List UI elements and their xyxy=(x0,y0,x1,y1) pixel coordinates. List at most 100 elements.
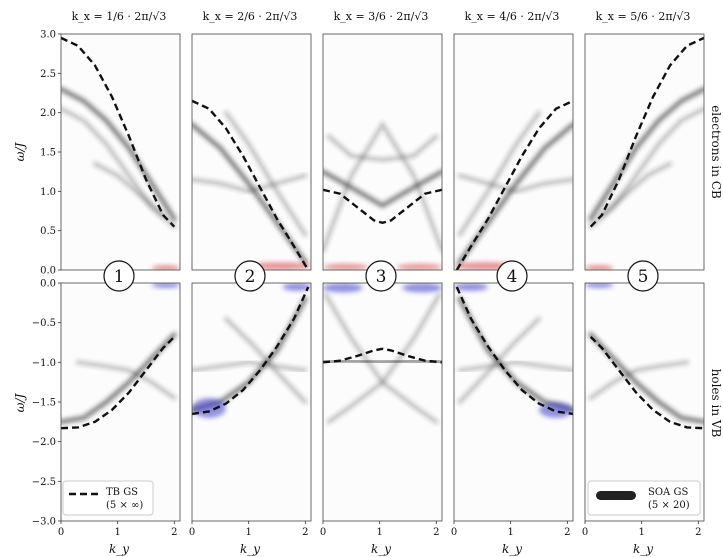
overlap-blob xyxy=(585,283,614,288)
y-axis-label-bottom: ω/J xyxy=(13,392,27,412)
column-title-3: k_x = 3/6 · 2π/√3 xyxy=(334,10,429,23)
x-tick-label: 2 xyxy=(433,527,439,538)
panel-vb-2 xyxy=(192,283,311,521)
panel-cb-1 xyxy=(61,34,180,270)
legend-soa-swatch xyxy=(596,491,636,500)
y-tick-label: 3.0 xyxy=(40,30,56,41)
spectral-band xyxy=(457,122,573,265)
spectral-band xyxy=(224,110,308,237)
y-tick-label: 0.0 xyxy=(40,266,56,277)
spectral-band xyxy=(192,173,308,194)
column-title-2: k_x = 2/6 · 2π/√3 xyxy=(203,10,298,23)
x-axis-label-3: k_y xyxy=(371,542,391,556)
overlap-blob xyxy=(192,398,226,418)
row-label-electrons: electrons in CB xyxy=(709,105,723,199)
tb-gs-line xyxy=(589,336,704,430)
svg-text:1: 1 xyxy=(114,267,125,287)
x-tick-label: 0 xyxy=(58,527,64,538)
svg-text:2: 2 xyxy=(245,267,256,287)
spectral-band xyxy=(457,360,573,373)
spectral-band xyxy=(457,316,541,404)
overlap-blob xyxy=(402,283,442,293)
tb-gs-line xyxy=(192,99,310,270)
y-tick-label: 0.5 xyxy=(40,226,56,237)
spectral-band xyxy=(588,332,704,425)
spectral-band xyxy=(326,292,442,424)
x-tick-label: 2 xyxy=(695,527,701,538)
y-tick-label: 0.0 xyxy=(40,279,56,290)
tb-gs-line xyxy=(192,286,310,416)
panel-cb-5 xyxy=(585,34,704,270)
x-tick-label: 1 xyxy=(114,527,120,538)
spectral-band xyxy=(224,316,308,404)
panel-cb-4 xyxy=(454,34,573,270)
panel-bg xyxy=(585,34,704,270)
spectral-band xyxy=(323,169,442,209)
x-axis-label-5: k_y xyxy=(633,542,653,556)
y-tick-label: 2.5 xyxy=(40,69,56,80)
y-tick-label: −1.5 xyxy=(32,398,56,409)
svg-text:5: 5 xyxy=(638,267,649,287)
overlap-blob xyxy=(323,263,369,270)
x-axis-label-1: k_y xyxy=(109,542,129,556)
legend-tb-label: TB GS xyxy=(106,487,138,498)
panel-marker-3: 3 xyxy=(365,260,397,292)
spectral-band xyxy=(192,360,308,373)
overlap-blob xyxy=(539,402,573,418)
svg-text:4: 4 xyxy=(507,267,518,287)
spectral-band xyxy=(93,161,165,217)
overlap-blob xyxy=(248,262,311,270)
column-title-5: k_x = 5/6 · 2π/√3 xyxy=(596,10,691,23)
spectral-band xyxy=(61,86,177,222)
panel-vb-3 xyxy=(323,283,442,521)
panel-cb-2 xyxy=(192,34,311,270)
y-tick-label: −0.5 xyxy=(32,318,56,329)
spectral-band xyxy=(600,161,672,217)
panel-bg xyxy=(61,34,180,270)
tb-gs-line xyxy=(455,286,573,416)
spectral-band xyxy=(323,120,442,253)
x-tick-label: 1 xyxy=(507,527,513,538)
tb-gs-line xyxy=(589,36,704,228)
y-tick-label: −2.5 xyxy=(32,477,56,488)
x-tick-label: 0 xyxy=(451,527,457,538)
tb-gs-line xyxy=(61,36,176,228)
legend-soa-sub: (5 × 20) xyxy=(648,500,690,511)
column-title-4: k_x = 4/6 · 2π/√3 xyxy=(465,10,560,23)
x-axis-label-4: k_y xyxy=(502,542,522,556)
svg-text:3: 3 xyxy=(376,267,387,287)
spectral-band xyxy=(457,110,541,237)
x-tick-label: 1 xyxy=(376,527,382,538)
overlap-blob xyxy=(396,263,442,270)
x-tick-label: 0 xyxy=(320,527,326,538)
legend-soa-label: SOA GS xyxy=(648,487,688,498)
legend-tb: TB GS (5 × ∞) xyxy=(62,480,154,516)
panel-marker-4: 4 xyxy=(496,260,528,292)
tb-gs-line xyxy=(323,188,442,225)
x-tick-label: 0 xyxy=(189,527,195,538)
legend-soa: SOA GS (5 × 20) xyxy=(587,480,701,516)
panel-marker-1: 1 xyxy=(103,260,135,292)
spectral-band xyxy=(76,360,177,400)
spectral-band xyxy=(588,360,689,400)
overlap-blob xyxy=(151,265,180,270)
x-tick-label: 2 xyxy=(302,527,308,538)
legend-tb-sub: (5 × ∞) xyxy=(106,500,143,511)
y-tick-label: 1.5 xyxy=(40,148,56,159)
overlap-blob xyxy=(454,283,488,291)
x-tick-label: 0 xyxy=(582,527,588,538)
row-label-holes: holes in VB xyxy=(709,369,723,438)
column-title-1: k_x = 1/6 · 2π/√3 xyxy=(72,10,167,23)
panel-marker-2: 2 xyxy=(234,260,266,292)
overlap-blob xyxy=(585,265,614,270)
panel-vb-4 xyxy=(454,283,573,521)
tb-gs-line xyxy=(455,99,573,270)
x-tick-label: 1 xyxy=(638,527,644,538)
overlap-blob xyxy=(323,283,363,293)
y-tick-label: −1.0 xyxy=(32,358,56,369)
panel-marker-5: 5 xyxy=(627,260,659,292)
y-tick-label: 2.0 xyxy=(40,108,56,119)
y-axis-label-top: ω/J xyxy=(13,141,27,161)
y-tick-label: 1.0 xyxy=(40,187,56,198)
